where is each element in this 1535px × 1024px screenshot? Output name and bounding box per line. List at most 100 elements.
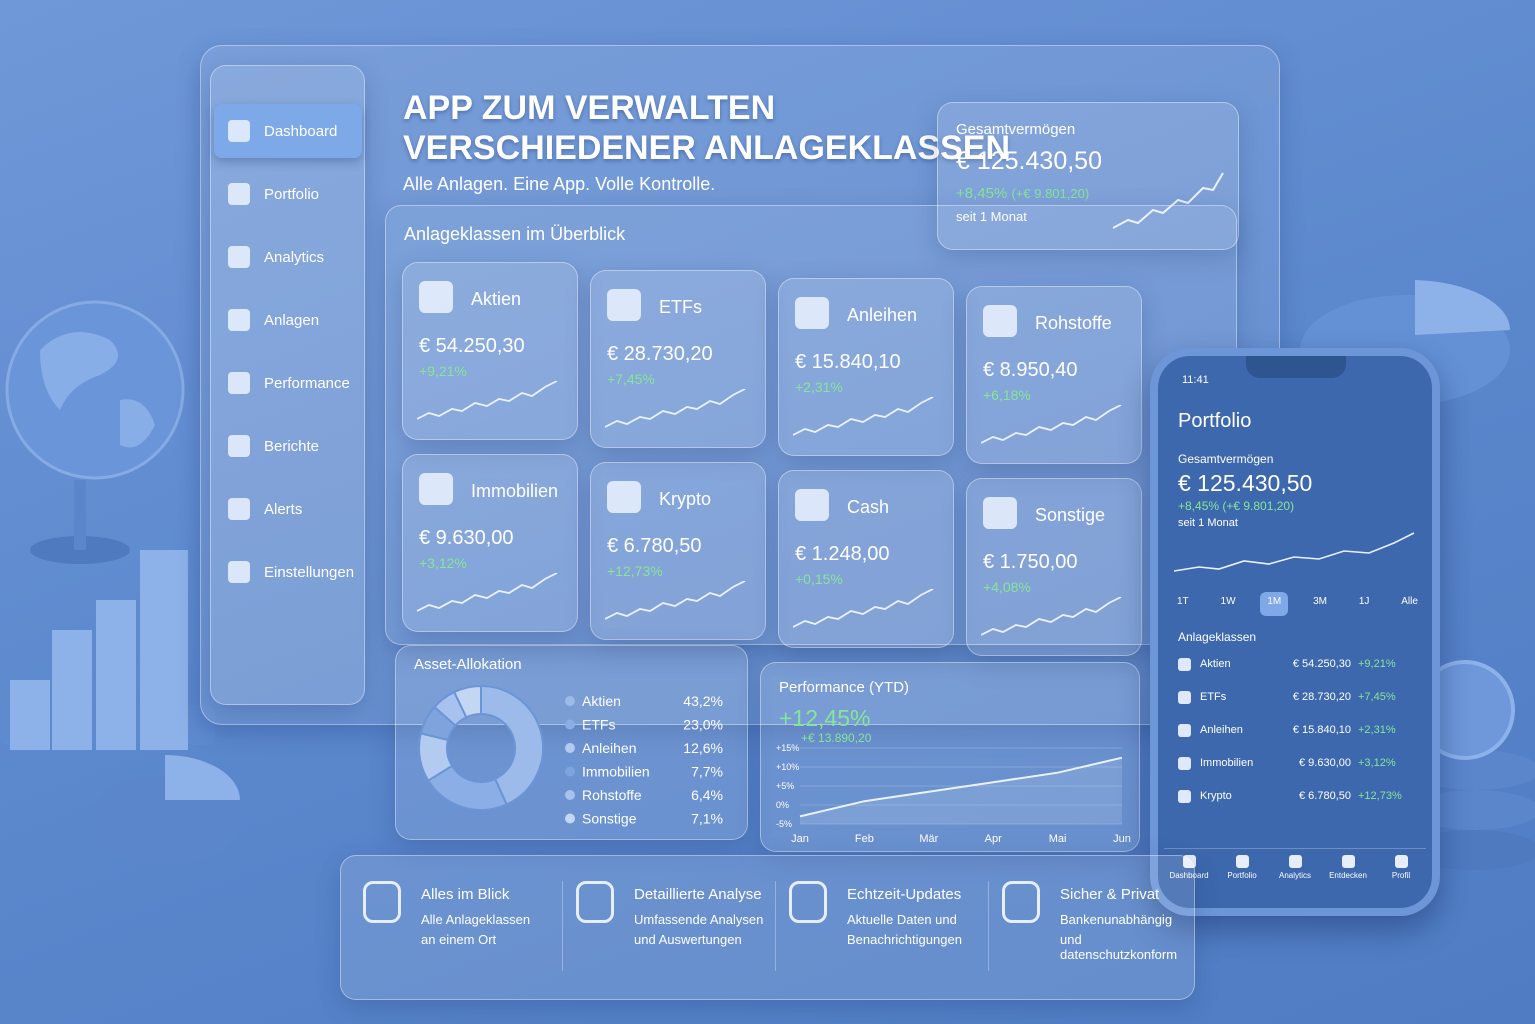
performance-area	[800, 757, 1122, 824]
row-icon	[1178, 790, 1191, 803]
tab[interactable]: Entdecken	[1323, 849, 1373, 895]
sidebar-label: Alerts	[264, 500, 303, 518]
asset-card[interactable]: Aktien € 54.250,30 +9,21%	[402, 262, 578, 440]
feature-title: Echtzeit-Updates	[847, 886, 962, 903]
asset-name: ETFs	[659, 297, 702, 317]
asset-value: € 8.950,40	[983, 359, 1078, 381]
asset-card[interactable]: Rohstoffe € 8.950,40 +6,18%	[966, 286, 1142, 464]
subtitle: Alle Anlagen. Eine App. Volle Kontrolle.	[403, 174, 716, 194]
allocation-card: Asset-Allokation	[395, 645, 748, 840]
legend-dot	[565, 790, 575, 800]
sidebar-item[interactable]: Performance	[214, 356, 362, 410]
tab[interactable]: Analytics	[1270, 849, 1320, 895]
row-change: +12,73%	[1358, 790, 1402, 802]
tab-label: Dashboard	[1169, 871, 1209, 880]
asset-icon	[607, 289, 641, 321]
asset-card[interactable]: Krypto € 6.780,50 +12,73%	[590, 462, 766, 640]
overview-panel	[385, 205, 1237, 645]
sidebar-label: Anlagen	[264, 311, 320, 329]
feature-line: und Auswertungen	[634, 932, 742, 947]
y-tick-label: -5%	[776, 819, 792, 829]
sparkline	[1112, 172, 1224, 229]
legend-value: 43,2%	[683, 693, 723, 709]
overview-title: Anlageklassen im Überblick	[404, 224, 626, 244]
asset-value: € 15.840,10	[795, 351, 901, 373]
asset-name: Krypto	[659, 489, 712, 509]
sidebar-item[interactable]: Anlagen	[214, 293, 362, 347]
asset-card[interactable]: Anleihen € 15.840,10 +2,31%	[778, 278, 954, 456]
range-tab[interactable]: Alle	[1401, 596, 1418, 607]
allocation-title: Asset-Allokation	[414, 656, 522, 673]
deco-bar	[140, 550, 188, 750]
sidebar-item[interactable]: Einstellungen	[214, 545, 362, 599]
tab[interactable]: Profil	[1376, 849, 1426, 895]
range-tab[interactable]: 3M	[1313, 596, 1328, 607]
sidebar-icon	[228, 498, 250, 520]
asset-card[interactable]: Immobilien € 9.630,00 +3,12%	[402, 454, 578, 632]
row-value: € 54.250,30	[1292, 658, 1351, 670]
sidebar-label: Berichte	[264, 437, 320, 455]
change-abs: (+€ 9.801,20)	[1011, 186, 1090, 201]
range-tab[interactable]: 1T	[1177, 596, 1189, 607]
sidebar-label: Performance	[264, 374, 350, 392]
tab-bar: Dashboard Portfolio Analytics Entdecken Prof…	[1164, 848, 1426, 895]
tab[interactable]: Portfolio	[1217, 849, 1267, 895]
asset-icon	[419, 281, 453, 313]
asset-value: € 9.630,00	[419, 527, 514, 549]
asset-card[interactable]: ETFs € 28.730,20 +7,45%	[590, 270, 766, 448]
asset-icon	[607, 481, 641, 513]
divider	[775, 881, 776, 971]
tab-icon	[1288, 855, 1302, 868]
asset-name: Rohstoffe	[1035, 313, 1112, 333]
performance-line	[799, 756, 1123, 818]
y-tick-label: +5%	[776, 781, 794, 791]
phone-list-title: Anlageklassen	[1178, 630, 1257, 644]
x-tick-label: Mai	[1049, 833, 1067, 845]
asset-icon	[983, 305, 1017, 337]
asset-card[interactable]: Cash € 1.248,00 +0,15%	[778, 470, 954, 648]
feature-title: Alles im Blick	[421, 886, 510, 903]
sidebar-item[interactable]: Dashboard	[214, 104, 362, 158]
phone-change: +8,45% (+€ 9.801,20)	[1178, 499, 1295, 513]
asset-value: € 1.750,00	[983, 551, 1078, 573]
feature-title: Detaillierte Analyse	[634, 886, 762, 903]
tab-label: Portfolio	[1227, 871, 1257, 880]
row-name: Krypto	[1200, 790, 1232, 802]
sparkline-line	[981, 597, 1122, 636]
coin	[1410, 830, 1535, 870]
asset-change: +7,45%	[607, 371, 655, 387]
row-icon	[1178, 658, 1191, 671]
y-tick-label: 0%	[776, 800, 789, 810]
summary-label: Gesamtvermögen	[956, 121, 1076, 138]
sidebar-item[interactable]: Alerts	[214, 482, 362, 536]
sidebar-label: Portfolio	[264, 185, 320, 203]
asset-name: Sonstige	[1035, 505, 1106, 525]
feature-line: Alle Anlageklassen	[421, 912, 531, 927]
sidebar-icon	[228, 372, 250, 394]
legend-value: 12,6%	[683, 740, 723, 756]
feature-icon	[1002, 881, 1040, 923]
range-tab[interactable]: 1J	[1358, 596, 1370, 607]
sidebar-item[interactable]: Berichte	[214, 419, 362, 473]
asset-card[interactable]: Sonstige € 1.750,00 +4,08%	[966, 478, 1142, 656]
legend-dot	[565, 743, 575, 753]
sidebar-icon	[228, 246, 250, 268]
tab-icon	[1394, 855, 1408, 868]
row-value: € 28.730,20	[1292, 691, 1351, 703]
sidebar-item[interactable]: Portfolio	[214, 167, 362, 221]
asset-icon	[795, 297, 829, 329]
asset-change: +3,12%	[419, 555, 467, 571]
sparkline	[793, 589, 934, 628]
range-tab[interactable]: 1M	[1260, 592, 1289, 616]
sidebar-item[interactable]: Analytics	[214, 230, 362, 284]
allocation-chart: Aktien 43,2% ETFs 23,0% Anleihen 12,6% Immobil…	[418, 684, 723, 827]
legend-value: 6,4%	[691, 787, 723, 803]
sparkline	[981, 597, 1122, 636]
range-tab[interactable]: 1W	[1220, 596, 1236, 607]
summary-change: +8,45% (+€ 9.801,20)	[956, 185, 1089, 202]
sparkline	[793, 397, 934, 436]
feature-line: Umfassende Analysen	[634, 912, 764, 927]
sidebar: Dashboard Portfolio Analytics Anlagen Perfor…	[210, 65, 365, 705]
row-value: € 9.630,00	[1299, 757, 1351, 769]
